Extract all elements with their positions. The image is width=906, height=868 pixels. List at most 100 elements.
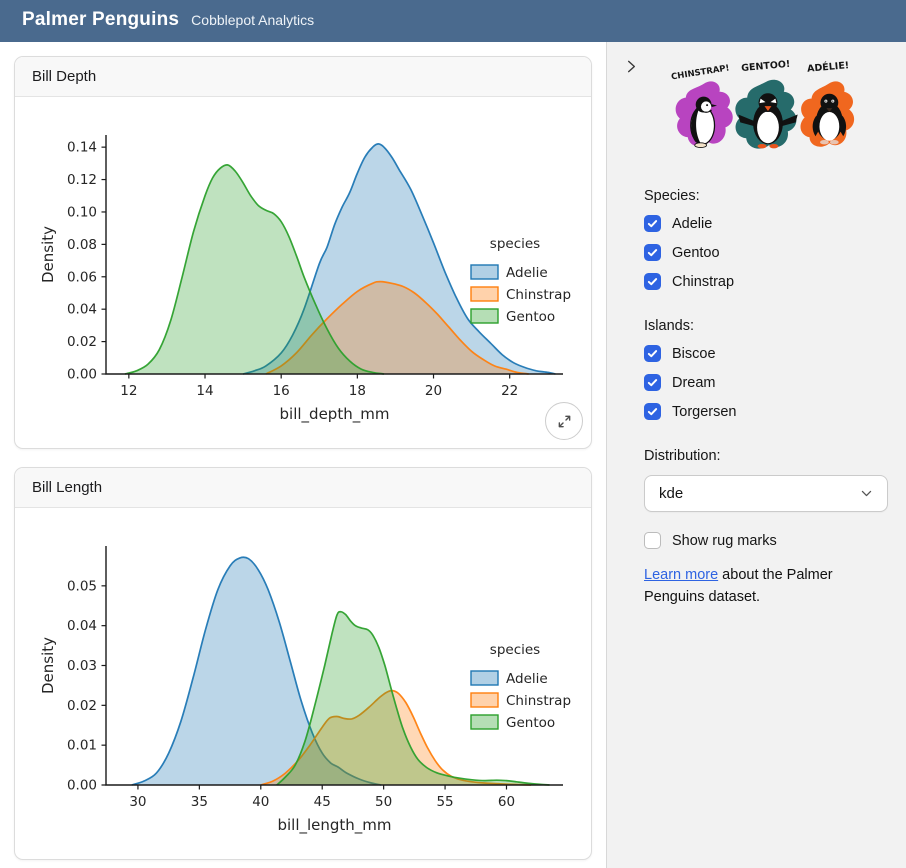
dataset-note: Learn more about the Palmer Penguins dat… bbox=[644, 565, 888, 609]
species-checkbox-group: Adelie Gentoo Chinstrap bbox=[644, 215, 888, 290]
bill-length-card: Bill Length 30 35 40 45 50 55 60 0.00 0.01 0.02 0.… bbox=[14, 467, 592, 860]
svg-text:0.02: 0.02 bbox=[67, 334, 97, 350]
app-subtitle: Cobblepot Analytics bbox=[191, 12, 315, 28]
svg-text:14: 14 bbox=[196, 383, 213, 399]
svg-text:bill_depth_mm: bill_depth_mm bbox=[280, 405, 390, 424]
svg-text:Density: Density bbox=[39, 637, 57, 694]
checkbox-label: Show rug marks bbox=[672, 532, 777, 549]
svg-text:Gentoo: Gentoo bbox=[506, 715, 555, 731]
svg-text:0.08: 0.08 bbox=[67, 237, 97, 253]
check-icon bbox=[647, 350, 658, 358]
learn-more-link[interactable]: Learn more bbox=[644, 567, 719, 583]
checkbox-show-rug-marks[interactable]: Show rug marks bbox=[644, 532, 888, 549]
gentoo-label: GENTOO! bbox=[741, 59, 791, 74]
rug-checkbox-group: Show rug marks bbox=[644, 532, 888, 549]
checkbox-checked[interactable] bbox=[644, 374, 661, 391]
checkbox-checked[interactable] bbox=[644, 244, 661, 261]
bill-depth-density-chart: 12 14 16 18 20 22 0.00 0.02 0.04 0.06 0.08 0.10 0.12… bbox=[39, 135, 571, 424]
bill-depth-card-body: 12 14 16 18 20 22 0.00 0.02 0.04 0.06 0.08 0.10 0.12… bbox=[15, 97, 591, 448]
checkbox-checked[interactable] bbox=[644, 273, 661, 290]
penguins-artwork-image: CHINSTRAP! GENTOO! ADÉLIE! bbox=[671, 59, 855, 149]
svg-text:45: 45 bbox=[314, 794, 331, 810]
svg-text:0.02: 0.02 bbox=[67, 698, 97, 714]
checkbox-label: Gentoo bbox=[672, 244, 720, 261]
check-icon bbox=[647, 379, 658, 387]
adelie-penguin bbox=[812, 93, 847, 145]
svg-text:16: 16 bbox=[273, 383, 290, 399]
svg-text:bill_length_mm: bill_length_mm bbox=[277, 816, 391, 835]
checkbox-dream[interactable]: Dream bbox=[644, 374, 888, 391]
svg-text:0.05: 0.05 bbox=[67, 578, 97, 594]
svg-text:Chinstrap: Chinstrap bbox=[506, 287, 571, 303]
svg-text:0.03: 0.03 bbox=[67, 658, 97, 674]
check-icon bbox=[647, 220, 658, 228]
svg-text:60: 60 bbox=[498, 794, 515, 810]
svg-text:0.12: 0.12 bbox=[67, 172, 97, 188]
bill-length-density-chart: 30 35 40 45 50 55 60 0.00 0.01 0.02 0.03 0.04 0.05 bi… bbox=[39, 546, 571, 835]
svg-text:0.04: 0.04 bbox=[67, 618, 97, 634]
distribution-group-label: Distribution: bbox=[644, 448, 721, 464]
bill-length-card-title: Bill Length bbox=[15, 468, 591, 508]
svg-text:50: 50 bbox=[375, 794, 392, 810]
sidebar-collapse-button[interactable] bbox=[620, 55, 642, 77]
svg-text:species: species bbox=[490, 642, 540, 658]
checkbox-checked[interactable] bbox=[644, 403, 661, 420]
bill-length-card-body: 30 35 40 45 50 55 60 0.00 0.01 0.02 0.03 0.04 0.05 bi… bbox=[15, 508, 591, 859]
chinstrap-label: CHINSTRAP! bbox=[671, 63, 731, 82]
svg-text:22: 22 bbox=[501, 383, 518, 399]
svg-text:0.00: 0.00 bbox=[67, 367, 97, 383]
gentoo-penguin bbox=[738, 93, 798, 149]
check-icon bbox=[647, 249, 658, 257]
svg-text:18: 18 bbox=[349, 383, 366, 399]
svg-text:12: 12 bbox=[120, 383, 137, 399]
checkbox-chinstrap[interactable]: Chinstrap bbox=[644, 273, 888, 290]
chevron-right-icon bbox=[627, 60, 635, 72]
svg-text:55: 55 bbox=[436, 794, 453, 810]
checkbox-label: Biscoe bbox=[672, 345, 716, 362]
expand-chart-button[interactable] bbox=[545, 402, 583, 440]
checkbox-biscoe[interactable]: Biscoe bbox=[644, 345, 888, 362]
checkbox-label: Torgersen bbox=[672, 403, 737, 420]
checkbox-label: Adelie bbox=[672, 215, 713, 232]
checkbox-adelie[interactable]: Adelie bbox=[644, 215, 888, 232]
svg-text:Chinstrap: Chinstrap bbox=[506, 693, 571, 709]
svg-text:Density: Density bbox=[39, 226, 57, 283]
svg-text:0.14: 0.14 bbox=[67, 140, 97, 156]
svg-text:30: 30 bbox=[129, 794, 146, 810]
svg-text:species: species bbox=[490, 236, 540, 252]
checkbox-checked[interactable] bbox=[644, 345, 661, 362]
checkbox-torgersen[interactable]: Torgersen bbox=[644, 403, 888, 420]
dataset-note-text: about the Palmer Penguins dataset. bbox=[644, 567, 833, 605]
svg-text:0.06: 0.06 bbox=[67, 269, 97, 285]
svg-text:Gentoo: Gentoo bbox=[506, 309, 555, 325]
checkbox-gentoo[interactable]: Gentoo bbox=[644, 244, 888, 261]
islands-checkbox-group: Biscoe Dream Torgersen bbox=[644, 345, 888, 420]
svg-text:0.00: 0.00 bbox=[67, 778, 97, 794]
checkbox-checked[interactable] bbox=[644, 215, 661, 232]
main-layout: Bill Depth 12 14 16 18 20 22 0.00 0.02 0.04 0.06 0… bbox=[0, 42, 906, 868]
islands-group-label: Islands: bbox=[644, 318, 694, 334]
sidebar: CHINSTRAP! GENTOO! ADÉLIE! Species: Adel… bbox=[606, 42, 906, 868]
checkbox-unchecked[interactable] bbox=[644, 532, 661, 549]
bill-depth-card: Bill Depth 12 14 16 18 20 22 0.00 0.02 0.04 0.06 0… bbox=[14, 56, 592, 449]
check-icon bbox=[647, 408, 658, 416]
svg-text:0.10: 0.10 bbox=[67, 204, 97, 220]
distribution-select-value: kde bbox=[659, 485, 684, 502]
chinstrap-penguin bbox=[690, 96, 717, 148]
svg-text:35: 35 bbox=[191, 794, 208, 810]
svg-text:Adelie: Adelie bbox=[506, 265, 548, 281]
species-group-label: Species: bbox=[644, 188, 700, 204]
svg-text:40: 40 bbox=[252, 794, 269, 810]
svg-text:0.04: 0.04 bbox=[67, 302, 97, 318]
app-header: Palmer Penguins Cobblepot Analytics bbox=[0, 0, 906, 42]
expand-icon bbox=[558, 415, 570, 427]
app-title: Palmer Penguins bbox=[22, 9, 180, 30]
check-icon bbox=[647, 278, 658, 286]
distribution-select[interactable]: kde bbox=[644, 475, 888, 512]
checkbox-label: Chinstrap bbox=[672, 273, 735, 290]
svg-text:20: 20 bbox=[425, 383, 442, 399]
svg-text:Adelie: Adelie bbox=[506, 671, 548, 687]
svg-text:0.01: 0.01 bbox=[67, 738, 97, 754]
bill-depth-card-title: Bill Depth bbox=[15, 57, 591, 97]
chevron-down-icon bbox=[861, 490, 872, 497]
